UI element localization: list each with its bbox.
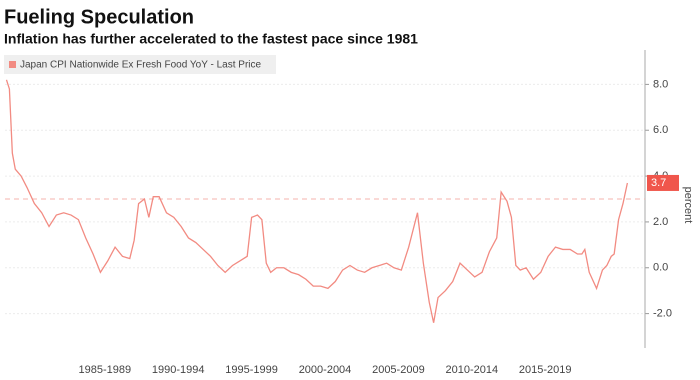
- y-axis-label: percent: [682, 187, 694, 224]
- chart-subtitle: Inflation has further accelerated to the…: [4, 31, 418, 47]
- y-tick-label: 2.0: [653, 216, 668, 228]
- y-tick-label: 0.0: [653, 262, 668, 274]
- x-tick-label: 2015-2019: [519, 364, 572, 376]
- y-tick-label: 8.0: [653, 78, 668, 90]
- legend-swatch: [9, 61, 16, 68]
- x-tick-label: 2005-2009: [372, 364, 425, 376]
- chart-title: Fueling Speculation: [4, 6, 194, 28]
- y-tick-label: 6.0: [653, 124, 668, 136]
- legend-box: [4, 55, 276, 74]
- x-tick-label: 1995-1999: [225, 364, 278, 376]
- legend-label: Japan CPI Nationwide Ex Fresh Food YoY -…: [20, 60, 261, 71]
- x-tick-label: 2000-2004: [299, 364, 352, 376]
- last-value-box: [647, 174, 679, 191]
- x-tick-label: 1990-1994: [152, 364, 205, 376]
- y-tick-label: -2.0: [653, 308, 672, 320]
- last-value-label: 3.7: [651, 177, 666, 189]
- x-tick-label: 2010-2014: [445, 364, 498, 376]
- series-line: [5, 79, 629, 323]
- x-tick-label: 1985-1989: [79, 364, 132, 376]
